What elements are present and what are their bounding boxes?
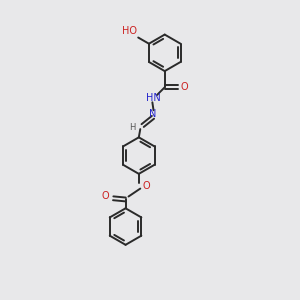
Text: HN: HN bbox=[146, 94, 161, 103]
Text: O: O bbox=[102, 191, 110, 201]
Text: O: O bbox=[142, 181, 150, 191]
Text: H: H bbox=[130, 123, 136, 132]
Text: O: O bbox=[181, 82, 188, 92]
Text: HO: HO bbox=[122, 26, 137, 36]
Text: N: N bbox=[149, 109, 157, 119]
